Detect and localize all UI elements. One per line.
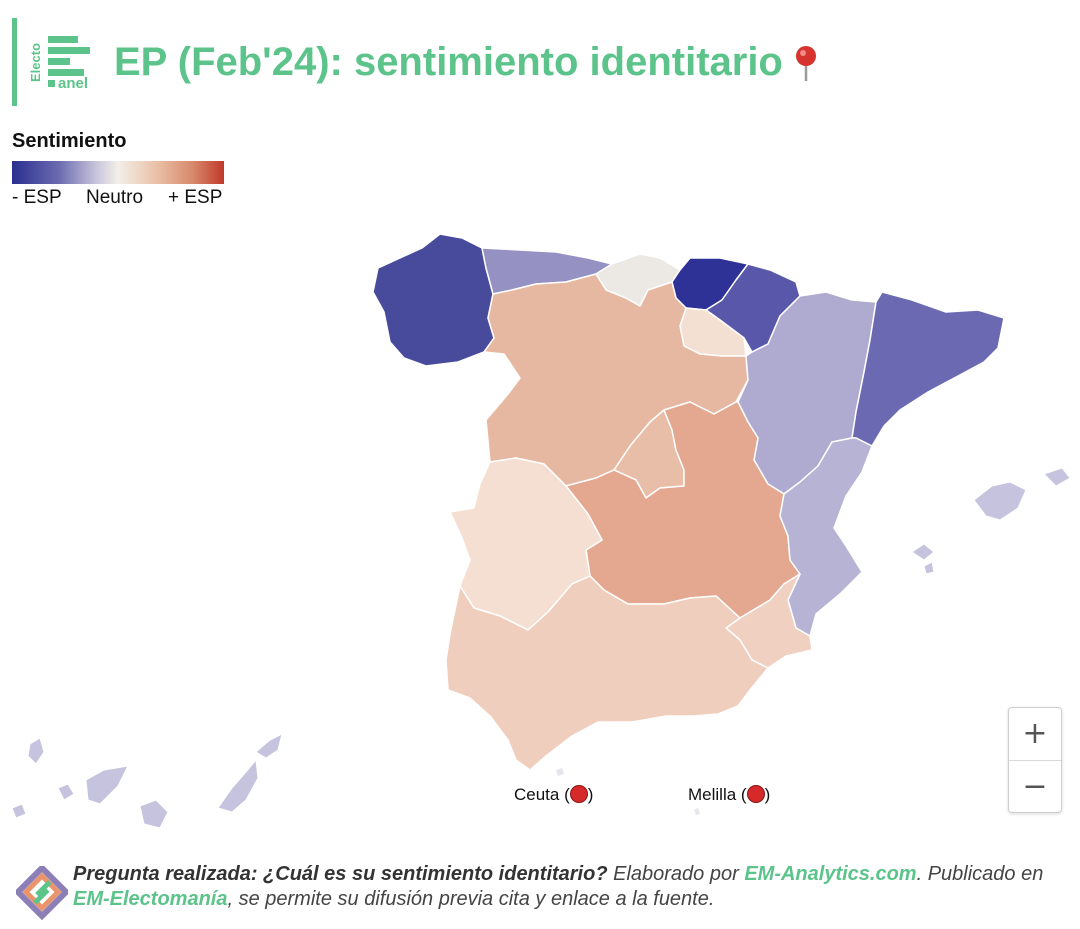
footer-made-by: Elaborado por xyxy=(607,863,745,885)
ceuta-label-text: Ceuta ( xyxy=(514,785,570,804)
red-circle-icon xyxy=(569,785,588,803)
legend: Sentimiento - ESP Neutro + ESP xyxy=(12,130,272,211)
em-electomania-link[interactable]: EM-Electomanía xyxy=(73,888,228,910)
region-ceuta-shape[interactable] xyxy=(556,768,564,776)
legend-labels: - ESP Neutro + ESP xyxy=(12,187,272,211)
em-electomania-logo xyxy=(16,866,68,920)
zoom-in-button[interactable]: + xyxy=(1009,708,1061,760)
melilla-label-close: ) xyxy=(764,785,771,804)
legend-low-label: - ESP xyxy=(12,187,62,208)
logo-text-top: Electo xyxy=(30,43,43,82)
ceuta-label: Ceuta () xyxy=(514,785,593,805)
legend-title: Sentimiento xyxy=(12,130,127,152)
zoom-out-button[interactable]: − xyxy=(1009,761,1061,813)
page-title: EP (Feb'24): sentimiento identitario xyxy=(114,40,819,85)
spain-map[interactable] xyxy=(0,220,1080,840)
logo-text-bottom: anel xyxy=(58,75,88,92)
legend-color-scale xyxy=(12,161,224,184)
footer-text: Pregunta realizada: ¿Cuál es su sentimie… xyxy=(73,862,1063,912)
region-canarias[interactable] xyxy=(11,733,283,829)
legend-high-label: + ESP xyxy=(168,187,223,208)
footer-rest: , se permite su difusión previa cita y e… xyxy=(227,888,715,910)
melilla-label-text: Melilla ( xyxy=(688,785,747,804)
footer-question: Pregunta realizada: ¿Cuál es su sentimie… xyxy=(73,863,608,885)
header-accent-bar xyxy=(12,18,17,106)
region-galicia[interactable] xyxy=(372,233,495,367)
ceuta-label-close: ) xyxy=(587,785,594,804)
em-analytics-link[interactable]: EM-Analytics.com xyxy=(744,863,917,885)
melilla-label: Melilla () xyxy=(688,785,770,805)
electopanel-logo: Electo anel xyxy=(30,36,90,92)
footer-published-in: . Publicado en xyxy=(916,863,1044,885)
zoom-control: + − xyxy=(1008,707,1062,813)
region-andalucia[interactable] xyxy=(445,575,769,771)
zoom-divider xyxy=(1009,760,1061,761)
red-circle-icon xyxy=(746,785,765,803)
pushpin-icon xyxy=(795,46,816,82)
legend-mid-label: Neutro xyxy=(86,187,144,208)
page-title-text: EP (Feb'24): sentimiento identitario xyxy=(114,40,783,84)
region-melilla-shape[interactable] xyxy=(694,808,700,815)
region-baleares[interactable] xyxy=(911,467,1071,575)
region-cataluna[interactable] xyxy=(851,291,1005,447)
header: Electo anel EP (Feb'24): sentimiento ide… xyxy=(12,18,912,106)
footer: Pregunta realizada: ¿Cuál es su sentimie… xyxy=(12,860,1072,920)
